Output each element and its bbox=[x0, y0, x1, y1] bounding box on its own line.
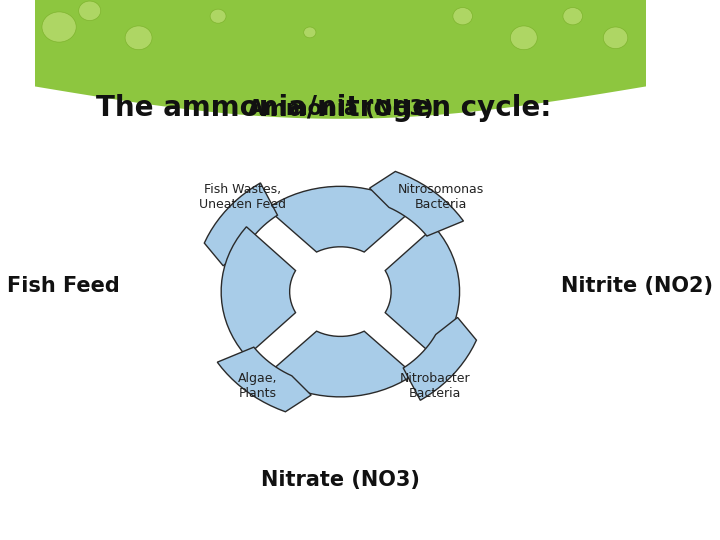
Text: Algae,
Plants: Algae, Plants bbox=[238, 372, 278, 400]
Text: Nitrosomonas
Bacteria: Nitrosomonas Bacteria bbox=[398, 183, 485, 211]
Circle shape bbox=[125, 26, 152, 50]
Circle shape bbox=[78, 1, 101, 21]
Polygon shape bbox=[204, 183, 277, 266]
Polygon shape bbox=[35, 0, 646, 119]
Text: Fish Feed: Fish Feed bbox=[7, 276, 120, 296]
Circle shape bbox=[42, 12, 76, 42]
Circle shape bbox=[304, 27, 316, 38]
Circle shape bbox=[603, 27, 628, 49]
Circle shape bbox=[297, 254, 383, 329]
Text: Nitrate (NO3): Nitrate (NO3) bbox=[261, 470, 420, 490]
Circle shape bbox=[563, 8, 582, 25]
Text: Ammonia (NH3): Ammonia (NH3) bbox=[248, 99, 433, 119]
Circle shape bbox=[453, 8, 472, 25]
Text: The ammonia/nitrogen cycle:: The ammonia/nitrogen cycle: bbox=[96, 94, 551, 122]
Polygon shape bbox=[403, 318, 477, 400]
Polygon shape bbox=[221, 227, 296, 356]
Polygon shape bbox=[385, 227, 459, 356]
Circle shape bbox=[510, 26, 537, 50]
Polygon shape bbox=[217, 347, 311, 412]
Text: Fish Wastes,
Uneaten Feed: Fish Wastes, Uneaten Feed bbox=[199, 183, 286, 211]
Text: Nitrobacter
Bacteria: Nitrobacter Bacteria bbox=[400, 372, 470, 400]
Polygon shape bbox=[369, 171, 464, 236]
Polygon shape bbox=[267, 186, 414, 252]
Polygon shape bbox=[267, 331, 414, 397]
Circle shape bbox=[210, 9, 226, 23]
Text: Nitrite (NO2): Nitrite (NO2) bbox=[560, 276, 713, 296]
